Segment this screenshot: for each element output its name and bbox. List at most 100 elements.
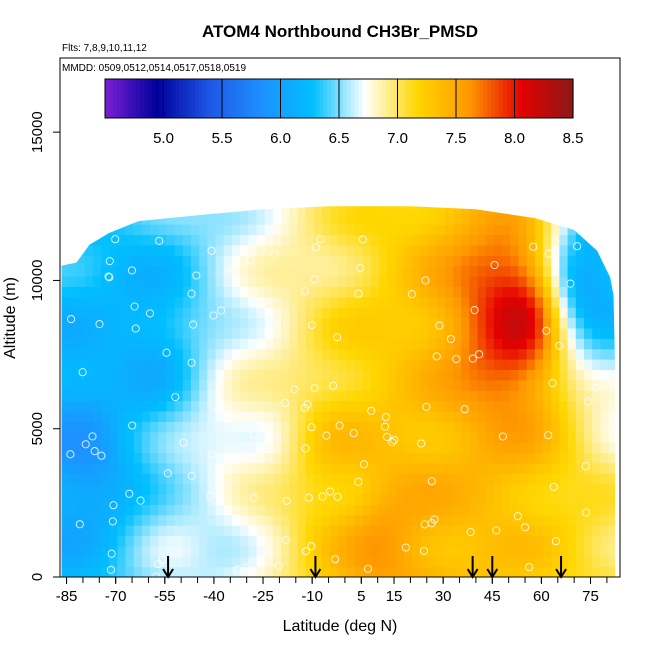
heatmap-cell bbox=[362, 379, 372, 391]
heatmap-cell bbox=[158, 206, 168, 215]
heatmap-cell bbox=[485, 493, 495, 505]
colorbar-segment bbox=[545, 79, 551, 118]
heatmap-cell bbox=[207, 234, 217, 246]
heatmap-cell bbox=[371, 265, 380, 277]
heatmap-cell bbox=[346, 421, 356, 433]
observation-point bbox=[250, 493, 259, 503]
observation-point bbox=[349, 429, 358, 438]
colorbar-segment bbox=[147, 79, 153, 118]
heatmap-cell bbox=[526, 379, 536, 391]
colorbar-segment bbox=[233, 79, 239, 118]
heatmap-cell bbox=[240, 400, 249, 412]
heatmap-cell bbox=[346, 224, 356, 236]
heatmap-cell bbox=[68, 307, 77, 319]
heatmap-cell bbox=[248, 493, 258, 505]
heatmap-cell bbox=[305, 286, 315, 298]
heatmap-cell bbox=[526, 535, 536, 547]
heatmap-cell bbox=[379, 379, 389, 391]
heatmap-cell bbox=[68, 317, 77, 329]
heatmap-cell bbox=[583, 421, 593, 433]
heatmap-cell bbox=[567, 327, 577, 339]
heatmap-cell bbox=[362, 535, 372, 547]
colorbar-segment bbox=[346, 79, 352, 118]
heatmap-cell bbox=[346, 317, 356, 329]
heatmap-cell bbox=[592, 483, 601, 495]
heatmap-cell bbox=[305, 473, 315, 485]
heatmap-cell bbox=[297, 206, 307, 215]
heatmap-cell bbox=[215, 307, 225, 319]
observation-point bbox=[130, 302, 139, 311]
heatmap-cell bbox=[436, 390, 446, 402]
heatmap-cell bbox=[190, 504, 200, 516]
heatmap-cell bbox=[518, 514, 528, 526]
heatmap-cell bbox=[125, 504, 135, 516]
heatmap-cell bbox=[477, 317, 487, 329]
heatmap-cell bbox=[379, 234, 389, 246]
heatmap-cell bbox=[403, 493, 413, 505]
heatmap-cell bbox=[477, 369, 487, 381]
heatmap-cell bbox=[133, 265, 143, 277]
heatmap-cell bbox=[592, 255, 601, 267]
heatmap-cell bbox=[100, 265, 110, 277]
heatmap-cell bbox=[485, 514, 495, 526]
heatmap-cell bbox=[436, 410, 446, 422]
heatmap-cell bbox=[617, 203, 626, 214]
heatmap-cell bbox=[362, 369, 372, 381]
heatmap-cell bbox=[502, 255, 511, 267]
heatmap-cell bbox=[133, 234, 143, 246]
heatmap-cell bbox=[362, 442, 372, 454]
heatmap-cell bbox=[559, 525, 569, 537]
colorbar-segment bbox=[108, 79, 114, 118]
heatmap-cell bbox=[297, 369, 307, 381]
heatmap-cell bbox=[485, 307, 495, 319]
heatmap-cell bbox=[297, 483, 307, 495]
heatmap-cell bbox=[61, 535, 69, 547]
heatmap-cell bbox=[264, 265, 274, 277]
heatmap-cell bbox=[346, 566, 356, 578]
heatmap-cell bbox=[240, 462, 249, 474]
heatmap-cell bbox=[61, 556, 69, 568]
heatmap-cell bbox=[289, 338, 299, 350]
heatmap-cell bbox=[166, 359, 176, 370]
heatmap-cell bbox=[502, 483, 511, 495]
heatmap-cell bbox=[436, 442, 446, 454]
heatmap-cell bbox=[559, 483, 569, 495]
heatmap-cell bbox=[231, 462, 241, 474]
heatmap-cell bbox=[305, 206, 315, 215]
heatmap-cell bbox=[297, 234, 307, 246]
heatmap-cell bbox=[199, 442, 208, 454]
heatmap-cell bbox=[575, 379, 585, 391]
observation-point bbox=[136, 496, 145, 505]
heatmap-cell bbox=[321, 442, 331, 454]
heatmap-cell bbox=[395, 296, 405, 308]
heatmap-cell bbox=[543, 307, 552, 319]
colorbar-segment bbox=[498, 79, 504, 118]
observation-point bbox=[125, 489, 134, 498]
heatmap-cell bbox=[534, 566, 544, 578]
heatmap-cell bbox=[452, 410, 462, 422]
heatmap-cell bbox=[395, 213, 405, 225]
heatmap-cell bbox=[231, 473, 241, 485]
heatmap-cell bbox=[117, 244, 127, 256]
colorbar-segment bbox=[413, 79, 418, 118]
heatmap-cell bbox=[461, 462, 470, 474]
heatmap-cell bbox=[313, 255, 323, 267]
heatmap-cell bbox=[362, 244, 372, 256]
heatmap-cell bbox=[551, 431, 561, 443]
heatmap-cell bbox=[133, 431, 143, 443]
heatmap-cell bbox=[543, 504, 552, 516]
heatmap-cell bbox=[452, 483, 462, 495]
colorbar-segment bbox=[370, 79, 375, 118]
heatmap-cell bbox=[84, 286, 94, 298]
heatmap-cell bbox=[346, 400, 356, 412]
heatmap-cell bbox=[313, 473, 323, 485]
heatmap-cell bbox=[199, 473, 208, 485]
heatmap-cell bbox=[84, 545, 94, 557]
colorbar-segment bbox=[276, 79, 282, 118]
heatmap-cell bbox=[305, 556, 315, 568]
heatmap-cell bbox=[485, 431, 495, 443]
heatmap-cell bbox=[371, 327, 380, 339]
heatmap-cell bbox=[387, 400, 397, 412]
heatmap-cell bbox=[354, 514, 364, 526]
colorbar-segment bbox=[222, 79, 227, 118]
